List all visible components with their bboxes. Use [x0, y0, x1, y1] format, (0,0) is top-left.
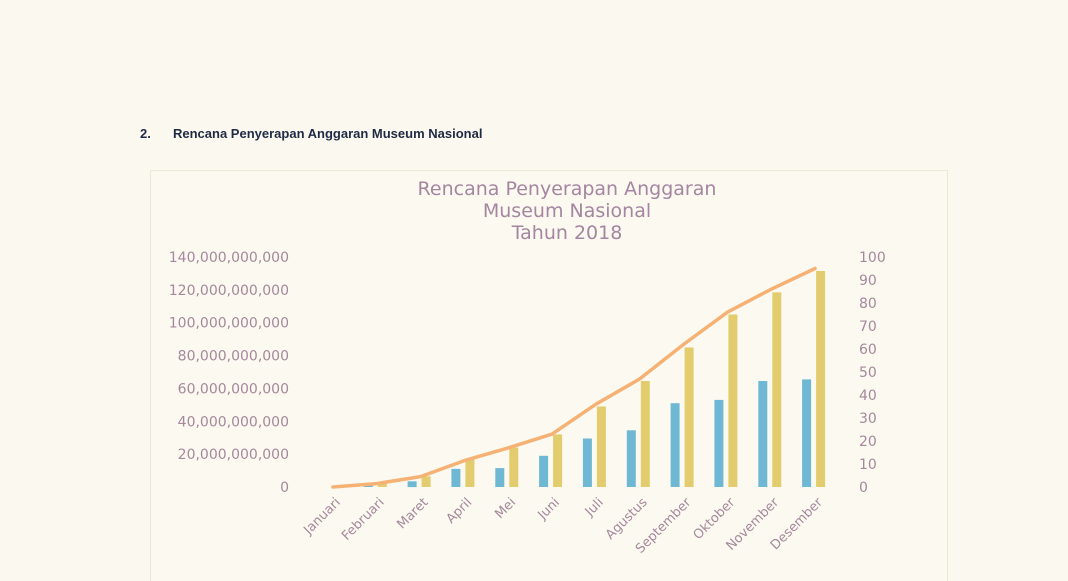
y-right-tick-label: 0 [859, 480, 868, 496]
bar [714, 400, 723, 487]
x-tick-label: Januari [300, 495, 343, 538]
bar [802, 379, 811, 487]
y-left-tick-label: 20,000,000,000 [178, 447, 289, 463]
y-right-tick-label: 50 [859, 365, 877, 381]
y-left-tick-label: 140,000,000,000 [169, 250, 289, 266]
bar [422, 476, 431, 487]
bar [465, 459, 474, 487]
line-series [333, 268, 815, 487]
y-right-tick-label: 30 [859, 411, 877, 427]
y-axis-left: 0 20,000,000,000 40,000,000,000 60,000,000,… [169, 250, 289, 496]
y-right-tick-label: 40 [859, 388, 877, 404]
y-left-tick-label: 60,000,000,000 [178, 381, 289, 397]
x-tick-label: April [444, 495, 476, 527]
bar [408, 481, 417, 487]
y-right-tick-label: 10 [859, 457, 877, 473]
bar [685, 347, 694, 487]
y-left-tick-label: 100,000,000,000 [169, 316, 289, 332]
x-tick-label: Maret [394, 495, 431, 532]
chart-title-line: Museum Nasional [483, 200, 651, 222]
bar [641, 381, 650, 487]
y-left-tick-label: 80,000,000,000 [178, 349, 289, 365]
x-tick-label: Februari [339, 495, 387, 543]
y-right-tick-label: 80 [859, 296, 877, 312]
x-tick-label: Juli [582, 495, 607, 520]
y-right-tick-label: 70 [859, 319, 877, 335]
bar [627, 430, 636, 487]
y-right-tick-label: 90 [859, 273, 877, 289]
bar [509, 448, 518, 487]
bar [495, 468, 504, 487]
y-right-tick-label: 60 [859, 342, 877, 358]
bar [772, 292, 781, 487]
y-right-tick-label: 20 [859, 434, 877, 450]
section-heading: 2.Rencana Penyerapan Anggaran Museum Nas… [140, 126, 482, 141]
x-tick-label: Juni [535, 495, 563, 523]
section-title: Rencana Penyerapan Anggaran Museum Nasio… [173, 126, 482, 141]
section-number: 2. [140, 126, 173, 141]
y-right-tick-label: 100 [859, 250, 886, 266]
bar-series [364, 271, 825, 487]
line-path [333, 269, 815, 488]
bar [671, 403, 680, 487]
x-tick-label: Mei [492, 495, 519, 522]
bar [539, 456, 548, 487]
bar [758, 381, 767, 487]
chart-title-line: Rencana Penyerapan Anggaran [418, 178, 717, 200]
y-left-tick-label: 0 [280, 480, 289, 496]
bar [583, 439, 592, 488]
y-left-tick-label: 40,000,000,000 [178, 414, 289, 430]
bar [451, 469, 460, 487]
chart-title-line: Tahun 2018 [511, 222, 623, 244]
bar [728, 315, 737, 488]
bar [816, 271, 825, 487]
y-left-tick-label: 120,000,000,000 [169, 283, 289, 299]
y-axis-right: 0 10 20 30 40 50 60 70 80 90 100 [859, 250, 886, 496]
bar [597, 407, 606, 488]
bar [553, 434, 562, 487]
